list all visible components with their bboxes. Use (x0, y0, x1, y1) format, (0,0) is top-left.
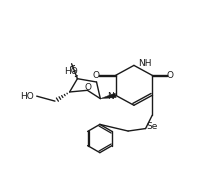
Text: O: O (85, 83, 92, 92)
Text: O: O (92, 71, 99, 80)
Text: N: N (107, 92, 114, 101)
Text: HO: HO (64, 67, 78, 76)
Text: O: O (167, 71, 174, 80)
Polygon shape (100, 93, 116, 99)
Text: NH: NH (138, 59, 152, 68)
Text: Se: Se (146, 122, 158, 131)
Text: HO: HO (20, 92, 34, 101)
